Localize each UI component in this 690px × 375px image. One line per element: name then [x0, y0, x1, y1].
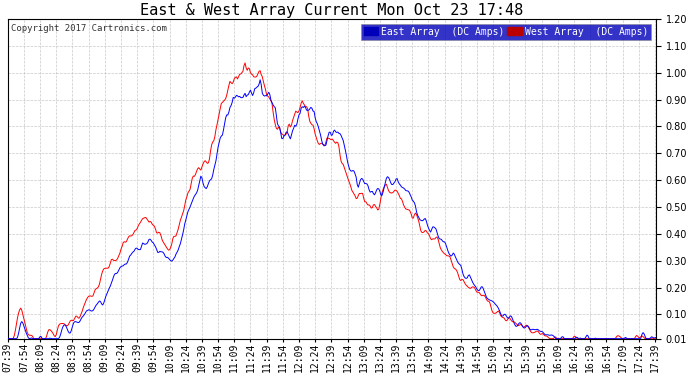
Title: East & West Array Current Mon Oct 23 17:48: East & West Array Current Mon Oct 23 17:… [140, 3, 524, 18]
Legend: East Array  (DC Amps), West Array  (DC Amps): East Array (DC Amps), West Array (DC Amp… [361, 24, 651, 40]
Text: Copyright 2017 Cartronics.com: Copyright 2017 Cartronics.com [11, 24, 167, 33]
